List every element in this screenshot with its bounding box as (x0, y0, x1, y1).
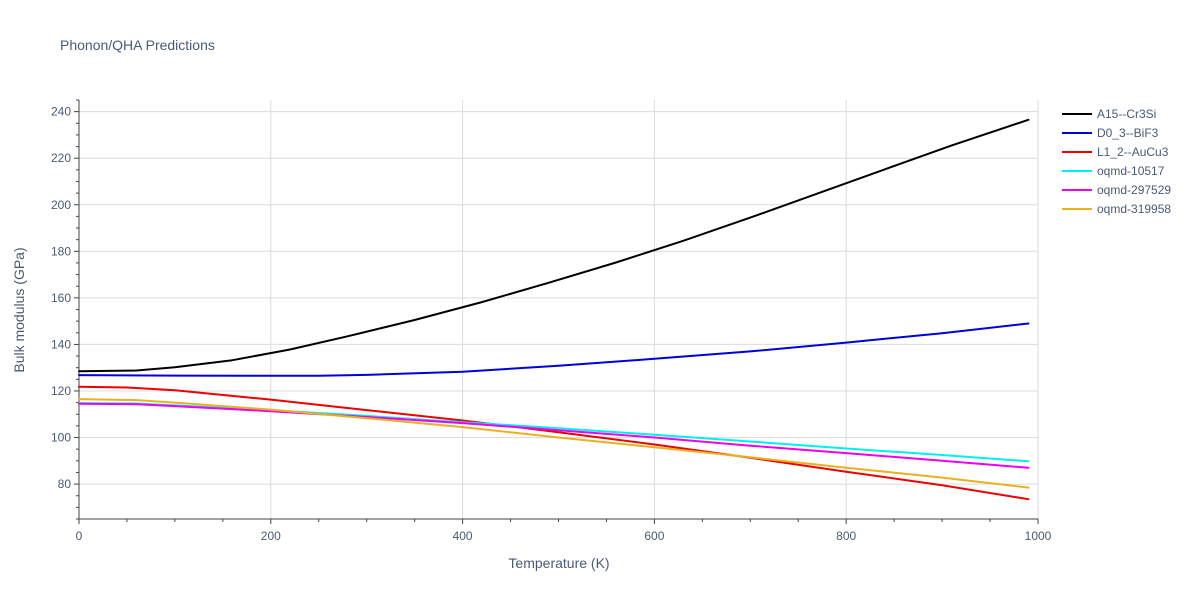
series-line-1 (78, 118, 1030, 373)
legend-item[interactable]: oqmd-297529 (1062, 183, 1171, 197)
legend: A15--Cr3Si D0_3--BiF3 L1_2--AuCu3 oqmd-1051… (1062, 107, 1171, 216)
axes: 0 200 400 600 800 1000 80 100 120 140 160 180 200 220… (51, 99, 1052, 543)
legend-item[interactable]: L1_2--AuCu3 (1062, 145, 1169, 159)
legend-item[interactable]: oqmd-10517 (1062, 164, 1165, 178)
legend-item[interactable]: D0_3--BiF3 (1062, 126, 1159, 140)
x-tick-label: 600 (644, 529, 664, 543)
legend-label: oqmd-297529 (1097, 183, 1171, 197)
legend-label: D0_3--BiF3 (1097, 126, 1159, 140)
y-tick-label: 140 (51, 337, 71, 351)
legend-label: oqmd-319958 (1097, 202, 1171, 216)
y-tick-label: 240 (51, 105, 71, 119)
series-line-6 (78, 398, 1030, 489)
y-tick-label: 200 (51, 198, 71, 212)
legend-label: A15--Cr3Si (1097, 107, 1156, 121)
chart-title: Phonon/QHA Predictions (60, 37, 215, 53)
y-tick-label: 180 (51, 244, 71, 258)
y-tick-label: 120 (51, 384, 71, 398)
y-tick-label: 100 (51, 431, 71, 445)
x-tick-label: 1000 (1025, 529, 1052, 543)
series-lines (78, 118, 1030, 501)
series-line-2 (78, 322, 1030, 377)
y-axis-title: Bulk modulus (GPa) (11, 247, 27, 372)
legend-label: oqmd-10517 (1097, 164, 1165, 178)
y-tick-label: 220 (51, 151, 71, 165)
x-tick-label: 400 (453, 529, 473, 543)
legend-item[interactable]: oqmd-319958 (1062, 202, 1171, 216)
legend-label: L1_2--AuCu3 (1097, 145, 1169, 159)
series-line-3 (78, 385, 1030, 501)
series-line-5 (78, 402, 1030, 469)
x-tick-label: 800 (836, 529, 856, 543)
x-tick-label: 200 (261, 529, 281, 543)
grid (79, 100, 1039, 519)
y-tick-label: 80 (58, 477, 72, 491)
y-tick-label: 160 (51, 291, 71, 305)
x-tick-label: 0 (76, 529, 83, 543)
x-axis-title: Temperature (K) (508, 555, 609, 571)
legend-item[interactable]: A15--Cr3Si (1062, 107, 1156, 121)
